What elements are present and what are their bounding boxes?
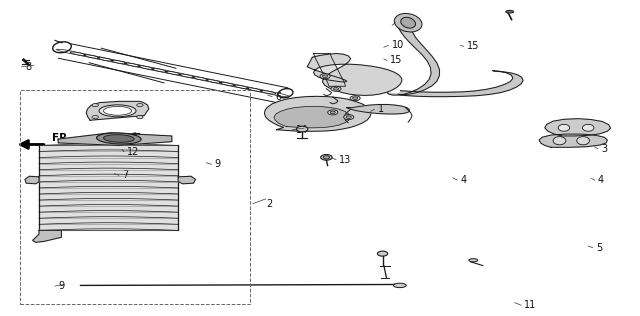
Text: 5: 5 xyxy=(596,243,602,253)
Polygon shape xyxy=(25,176,39,184)
Text: 15: 15 xyxy=(390,56,403,65)
Text: 4: 4 xyxy=(598,175,604,185)
Ellipse shape xyxy=(333,88,339,90)
Polygon shape xyxy=(387,23,440,95)
Ellipse shape xyxy=(321,155,332,160)
Ellipse shape xyxy=(137,104,143,107)
Ellipse shape xyxy=(353,97,358,100)
Text: 15: 15 xyxy=(467,41,479,51)
Polygon shape xyxy=(545,119,611,136)
Polygon shape xyxy=(539,134,607,147)
Polygon shape xyxy=(274,106,350,128)
Ellipse shape xyxy=(330,111,335,114)
Ellipse shape xyxy=(346,116,351,118)
Ellipse shape xyxy=(331,86,341,91)
Polygon shape xyxy=(400,70,523,97)
Text: 16: 16 xyxy=(399,18,411,28)
Ellipse shape xyxy=(344,115,354,120)
Ellipse shape xyxy=(104,106,132,115)
Text: 9: 9 xyxy=(214,159,221,169)
Ellipse shape xyxy=(394,283,406,288)
Text: 8: 8 xyxy=(25,62,31,72)
Polygon shape xyxy=(33,230,61,242)
Text: 14: 14 xyxy=(296,125,308,135)
Ellipse shape xyxy=(137,116,143,119)
Bar xyxy=(20,90,250,304)
Ellipse shape xyxy=(92,116,99,119)
Text: 13: 13 xyxy=(339,155,351,165)
Polygon shape xyxy=(307,53,402,95)
Text: 7: 7 xyxy=(122,170,128,180)
Ellipse shape xyxy=(378,251,388,256)
Text: 12: 12 xyxy=(127,147,140,157)
Polygon shape xyxy=(86,101,149,120)
Text: 11: 11 xyxy=(524,300,536,310)
Ellipse shape xyxy=(99,105,136,117)
Polygon shape xyxy=(347,105,410,114)
Ellipse shape xyxy=(104,135,134,142)
Ellipse shape xyxy=(506,10,513,13)
Ellipse shape xyxy=(401,17,415,28)
Text: 2: 2 xyxy=(266,199,272,209)
Ellipse shape xyxy=(323,156,330,159)
Polygon shape xyxy=(301,13,614,303)
Ellipse shape xyxy=(350,96,360,101)
Polygon shape xyxy=(264,96,371,131)
Text: 6: 6 xyxy=(275,92,282,102)
Ellipse shape xyxy=(577,137,589,145)
Polygon shape xyxy=(39,145,178,230)
Ellipse shape xyxy=(394,14,422,32)
Polygon shape xyxy=(58,133,172,145)
Text: 4: 4 xyxy=(461,175,467,185)
Ellipse shape xyxy=(323,75,328,77)
Ellipse shape xyxy=(468,259,477,262)
Ellipse shape xyxy=(320,74,330,79)
Ellipse shape xyxy=(92,104,99,107)
Ellipse shape xyxy=(97,133,141,144)
Text: 10: 10 xyxy=(392,40,404,50)
Ellipse shape xyxy=(558,124,570,131)
Ellipse shape xyxy=(296,126,308,132)
Text: 9: 9 xyxy=(58,281,64,291)
Ellipse shape xyxy=(553,137,566,145)
Text: FR.: FR. xyxy=(52,133,71,143)
Text: 1: 1 xyxy=(378,104,383,114)
Polygon shape xyxy=(314,53,346,86)
Polygon shape xyxy=(178,176,195,184)
Ellipse shape xyxy=(582,124,594,131)
Ellipse shape xyxy=(328,110,338,115)
Text: 3: 3 xyxy=(601,143,607,154)
